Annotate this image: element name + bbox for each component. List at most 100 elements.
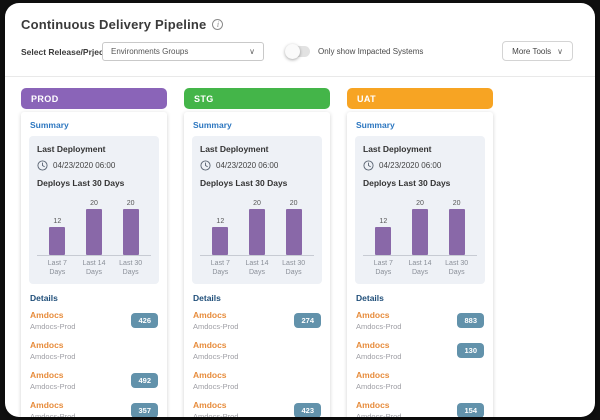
bar-value-label: 20 bbox=[90, 200, 98, 207]
deploys-heading: Deploys Last 30 Days bbox=[37, 178, 125, 188]
detail-row[interactable]: Amdocs Amdocs-Prod 883 bbox=[356, 310, 484, 331]
count-badge: 883 bbox=[457, 313, 484, 329]
env-header-uat[interactable]: UAT bbox=[347, 88, 493, 109]
system-env: Amdocs-Prod bbox=[30, 322, 76, 332]
system-env: Amdocs-Prod bbox=[193, 412, 239, 417]
detail-row[interactable]: Amdocs Amdocs-Prod bbox=[30, 340, 158, 361]
clock-icon bbox=[37, 160, 48, 171]
detail-row[interactable]: Amdocs Amdocs-Prod 274 bbox=[193, 310, 321, 331]
bar-value-label: 20 bbox=[126, 200, 135, 207]
system-name: Amdocs bbox=[30, 400, 64, 411]
more-tools-button[interactable]: More Tools ∨ bbox=[502, 41, 573, 61]
impacted-systems-toggle[interactable] bbox=[285, 44, 310, 59]
deploys-bar-chart: 12 20 20 bbox=[363, 194, 477, 278]
detail-row[interactable]: Amdocs Amdocs-Prod 426 bbox=[30, 310, 158, 331]
more-tools-label: More Tools bbox=[512, 46, 552, 56]
env-card-prod: Summary Last Deployment 04/23/2020 06:00… bbox=[21, 112, 167, 417]
chart-category-labels: Last 7 Days Last 14 Days Last 30 Days bbox=[363, 256, 477, 278]
detail-row[interactable]: Amdocs Amdocs-Prod 154 bbox=[356, 400, 484, 417]
category-label: Last 14 Days bbox=[408, 260, 432, 277]
count-badge: 423 bbox=[294, 403, 321, 417]
chart-bars: 12 20 20 bbox=[200, 194, 314, 256]
deploys-heading: Deploys Last 30 Days bbox=[363, 178, 451, 188]
chart-category-labels: Last 7 Days Last 14 Days Last 30 Days bbox=[37, 256, 151, 278]
system-name: Amdocs bbox=[30, 370, 64, 381]
category-label: Last 7 Days bbox=[210, 260, 230, 277]
category-label: Last 7 Days bbox=[373, 260, 393, 277]
summary-heading: Summary bbox=[30, 120, 69, 130]
dropdown-selected-value: Environments Groups bbox=[111, 47, 189, 56]
bar bbox=[411, 209, 428, 255]
deployment-time-row: 04/23/2020 06:00 bbox=[200, 160, 314, 171]
env-header-stg[interactable]: STG bbox=[184, 88, 330, 109]
deployment-timestamp: 04/23/2020 06:00 bbox=[216, 161, 279, 170]
bar-group: 20 bbox=[240, 200, 274, 255]
deployment-time-row: 04/23/2020 06:00 bbox=[363, 160, 477, 171]
chart-bars: 12 20 20 bbox=[363, 194, 477, 256]
bar-group: 20 bbox=[114, 200, 148, 255]
system-name: Amdocs bbox=[30, 310, 64, 321]
env-header-prod[interactable]: PROD bbox=[21, 88, 167, 109]
system-name: Amdocs bbox=[30, 340, 64, 351]
detail-row[interactable]: Amdocs Amdocs-Prod bbox=[356, 370, 484, 391]
bar-group: 20 bbox=[77, 200, 111, 255]
system-name: Amdocs bbox=[193, 310, 227, 321]
count-badge: 274 bbox=[294, 313, 321, 329]
env-title: UAT bbox=[357, 93, 377, 104]
info-icon[interactable]: i bbox=[212, 19, 224, 30]
system-name: Amdocs bbox=[356, 340, 390, 351]
bar-group: 20 bbox=[440, 200, 474, 255]
summary-heading: Summary bbox=[356, 120, 395, 130]
env-column-stg: STG Summary Last Deployment 04/23/2020 0… bbox=[184, 88, 330, 417]
detail-row[interactable]: Amdocs Amdocs-Prod 492 bbox=[30, 370, 158, 391]
detail-row[interactable]: Amdocs Amdocs-Prod 423 bbox=[193, 400, 321, 417]
system-env: Amdocs-Prod bbox=[356, 352, 402, 362]
count-badge: 492 bbox=[131, 373, 158, 389]
env-title: STG bbox=[194, 93, 214, 104]
summary-panel: Last Deployment 04/23/2020 06:00 Deploys… bbox=[355, 136, 485, 285]
count-badge: 426 bbox=[131, 313, 158, 329]
page-title: Continuous Delivery Pipeline bbox=[21, 17, 207, 32]
system-env: Amdocs-Prod bbox=[30, 382, 76, 392]
bar-group: 12 bbox=[203, 218, 237, 255]
system-name: Amdocs bbox=[356, 370, 390, 381]
chevron-down-icon: ∨ bbox=[249, 47, 255, 56]
detail-row[interactable]: Amdocs Amdocs-Prod bbox=[193, 370, 321, 391]
system-env: Amdocs-Prod bbox=[30, 412, 76, 417]
last-deployment-label: Last Deployment bbox=[37, 144, 106, 154]
system-name: Amdocs bbox=[193, 370, 227, 381]
detail-row[interactable]: Amdocs Amdocs-Prod bbox=[193, 340, 321, 361]
bar-value-label: 12 bbox=[379, 218, 388, 226]
app-window: Continuous Delivery Pipeline i Select Re… bbox=[5, 3, 595, 417]
deployment-timestamp: 04/23/2020 06:00 bbox=[379, 161, 442, 170]
system-name: Amdocs bbox=[356, 400, 390, 411]
chevron-down-icon: ∨ bbox=[557, 46, 563, 56]
summary-panel: Last Deployment 04/23/2020 06:00 Deploys… bbox=[29, 136, 159, 285]
summary-heading: Summary bbox=[193, 120, 232, 130]
chart-bars: 12 20 20 bbox=[37, 194, 151, 256]
detail-row[interactable]: Amdocs Amdocs-Prod 357 bbox=[30, 400, 158, 417]
system-env: Amdocs-Prod bbox=[356, 382, 402, 392]
deployment-time-row: 04/23/2020 06:00 bbox=[37, 160, 151, 171]
deploys-heading: Deploys Last 30 Days bbox=[200, 178, 288, 188]
bar bbox=[448, 209, 465, 255]
count-badge: 130 bbox=[457, 343, 484, 359]
last-deployment-label: Last Deployment bbox=[200, 144, 269, 154]
system-env: Amdocs-Prod bbox=[356, 412, 402, 417]
env-card-stg: Summary Last Deployment 04/23/2020 06:00… bbox=[184, 112, 330, 417]
bar bbox=[49, 227, 66, 255]
deploys-bar-chart: 12 20 20 bbox=[37, 194, 151, 278]
bar-group: 20 bbox=[403, 200, 437, 255]
impacted-systems-label: Only show Impacted Systems bbox=[318, 47, 424, 56]
detail-row[interactable]: Amdocs Amdocs-Prod 130 bbox=[356, 340, 484, 361]
environments-groups-dropdown[interactable]: Environments Groups ∨ bbox=[102, 42, 264, 61]
category-label: Last 14 Days bbox=[82, 260, 106, 277]
count-badge: 357 bbox=[131, 403, 158, 417]
clock-icon bbox=[200, 160, 211, 171]
header-divider bbox=[5, 76, 595, 77]
details-heading: Details bbox=[356, 293, 384, 304]
count-badge: 154 bbox=[457, 403, 484, 417]
system-name: Amdocs bbox=[356, 310, 390, 321]
bar bbox=[285, 209, 302, 255]
bar bbox=[85, 209, 102, 255]
